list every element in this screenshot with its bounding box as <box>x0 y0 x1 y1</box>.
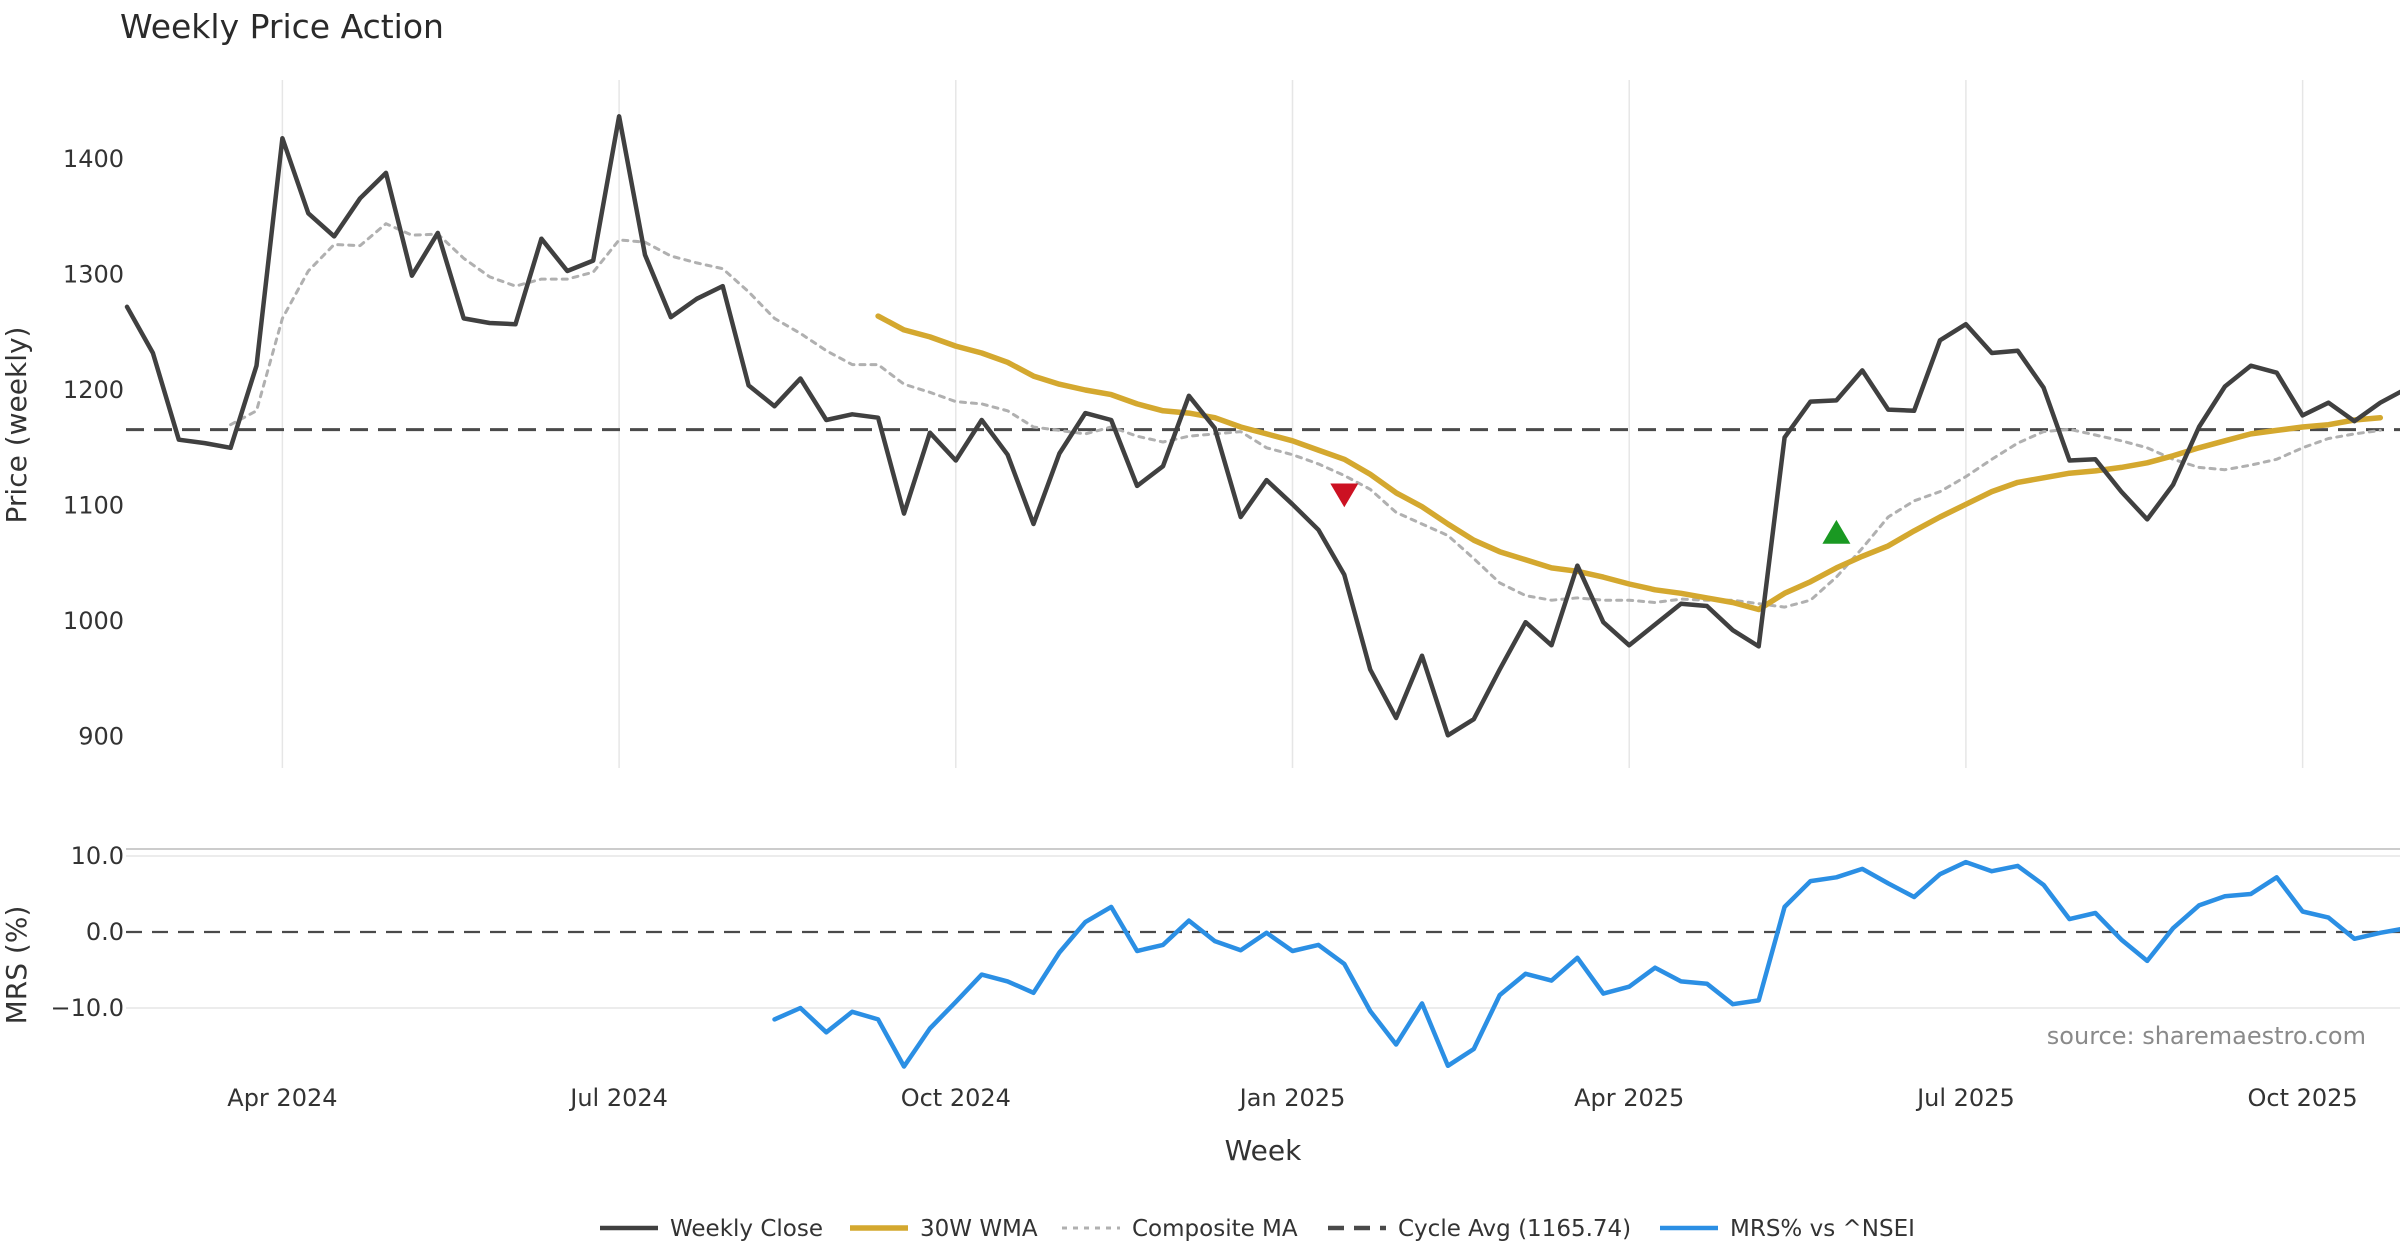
mrs-series <box>772 859 2400 1069</box>
price-grid <box>281 80 2304 768</box>
x-tick-label: Jan 2025 <box>1238 1084 1346 1112</box>
weekly-close-line <box>124 114 2400 738</box>
price-series <box>124 114 2400 738</box>
mrs-y-tick-label: 0.0 <box>86 918 124 946</box>
mrs-line <box>772 859 2400 1069</box>
price-y-tick-label: 1300 <box>63 261 124 289</box>
x-tick-label: Oct 2025 <box>2247 1084 2357 1112</box>
x-tick-label: Jul 2024 <box>568 1084 668 1112</box>
x-ticks: Apr 2024 Jul 2024 Oct 2024 Jan 2025 Apr 2025… <box>227 1084 2357 1112</box>
price-y-tick-label: 1100 <box>63 492 124 520</box>
legend-label: Cycle Avg (1165.74) <box>1398 1216 1631 1242</box>
price-y-tick-label: 1200 <box>63 376 124 404</box>
composite-ma-line <box>229 222 2382 609</box>
buy-signal-marker <box>1822 519 1851 544</box>
sell-signal-marker <box>1330 483 1359 508</box>
price-y-axis-label: Price (weekly) <box>0 327 33 524</box>
mrs-y-ticks: −10.0 0.0 10.0 <box>50 842 124 1022</box>
legend-label: MRS% vs ^NSEI <box>1730 1216 1915 1242</box>
x-tick-label: Apr 2024 <box>227 1084 337 1112</box>
mrs-y-axis-label: MRS (%) <box>0 906 33 1025</box>
price-markers <box>1330 483 1851 544</box>
legend: Weekly Close 30W WMA Composite MA Cycle Avg… <box>600 1216 1915 1242</box>
mrs-grid <box>126 855 2400 1009</box>
source-note: source: sharemaestro.com <box>2047 1022 2366 1050</box>
price-y-tick-label: 900 <box>78 723 124 751</box>
x-tick-label: Apr 2025 <box>1574 1084 1684 1112</box>
mrs-y-tick-label: −10.0 <box>50 994 124 1022</box>
price-y-tick-label: 1000 <box>63 607 124 635</box>
x-axis-label: Week <box>1225 1134 1302 1167</box>
mrs-y-tick-label: 10.0 <box>71 842 124 870</box>
x-tick-label: Jul 2025 <box>1915 1084 2015 1112</box>
legend-label: 30W WMA <box>920 1216 1038 1242</box>
price-y-tick-label: 1400 <box>63 145 124 173</box>
x-tick-label: Oct 2024 <box>901 1084 1011 1112</box>
price-y-ticks: 900 1000 1100 1200 1300 1400 <box>63 145 124 751</box>
legend-label: Weekly Close <box>670 1216 823 1242</box>
chart-title: Weekly Price Action <box>120 7 444 46</box>
wma-30w-line <box>875 313 2384 613</box>
legend-label: Composite MA <box>1132 1216 1298 1242</box>
